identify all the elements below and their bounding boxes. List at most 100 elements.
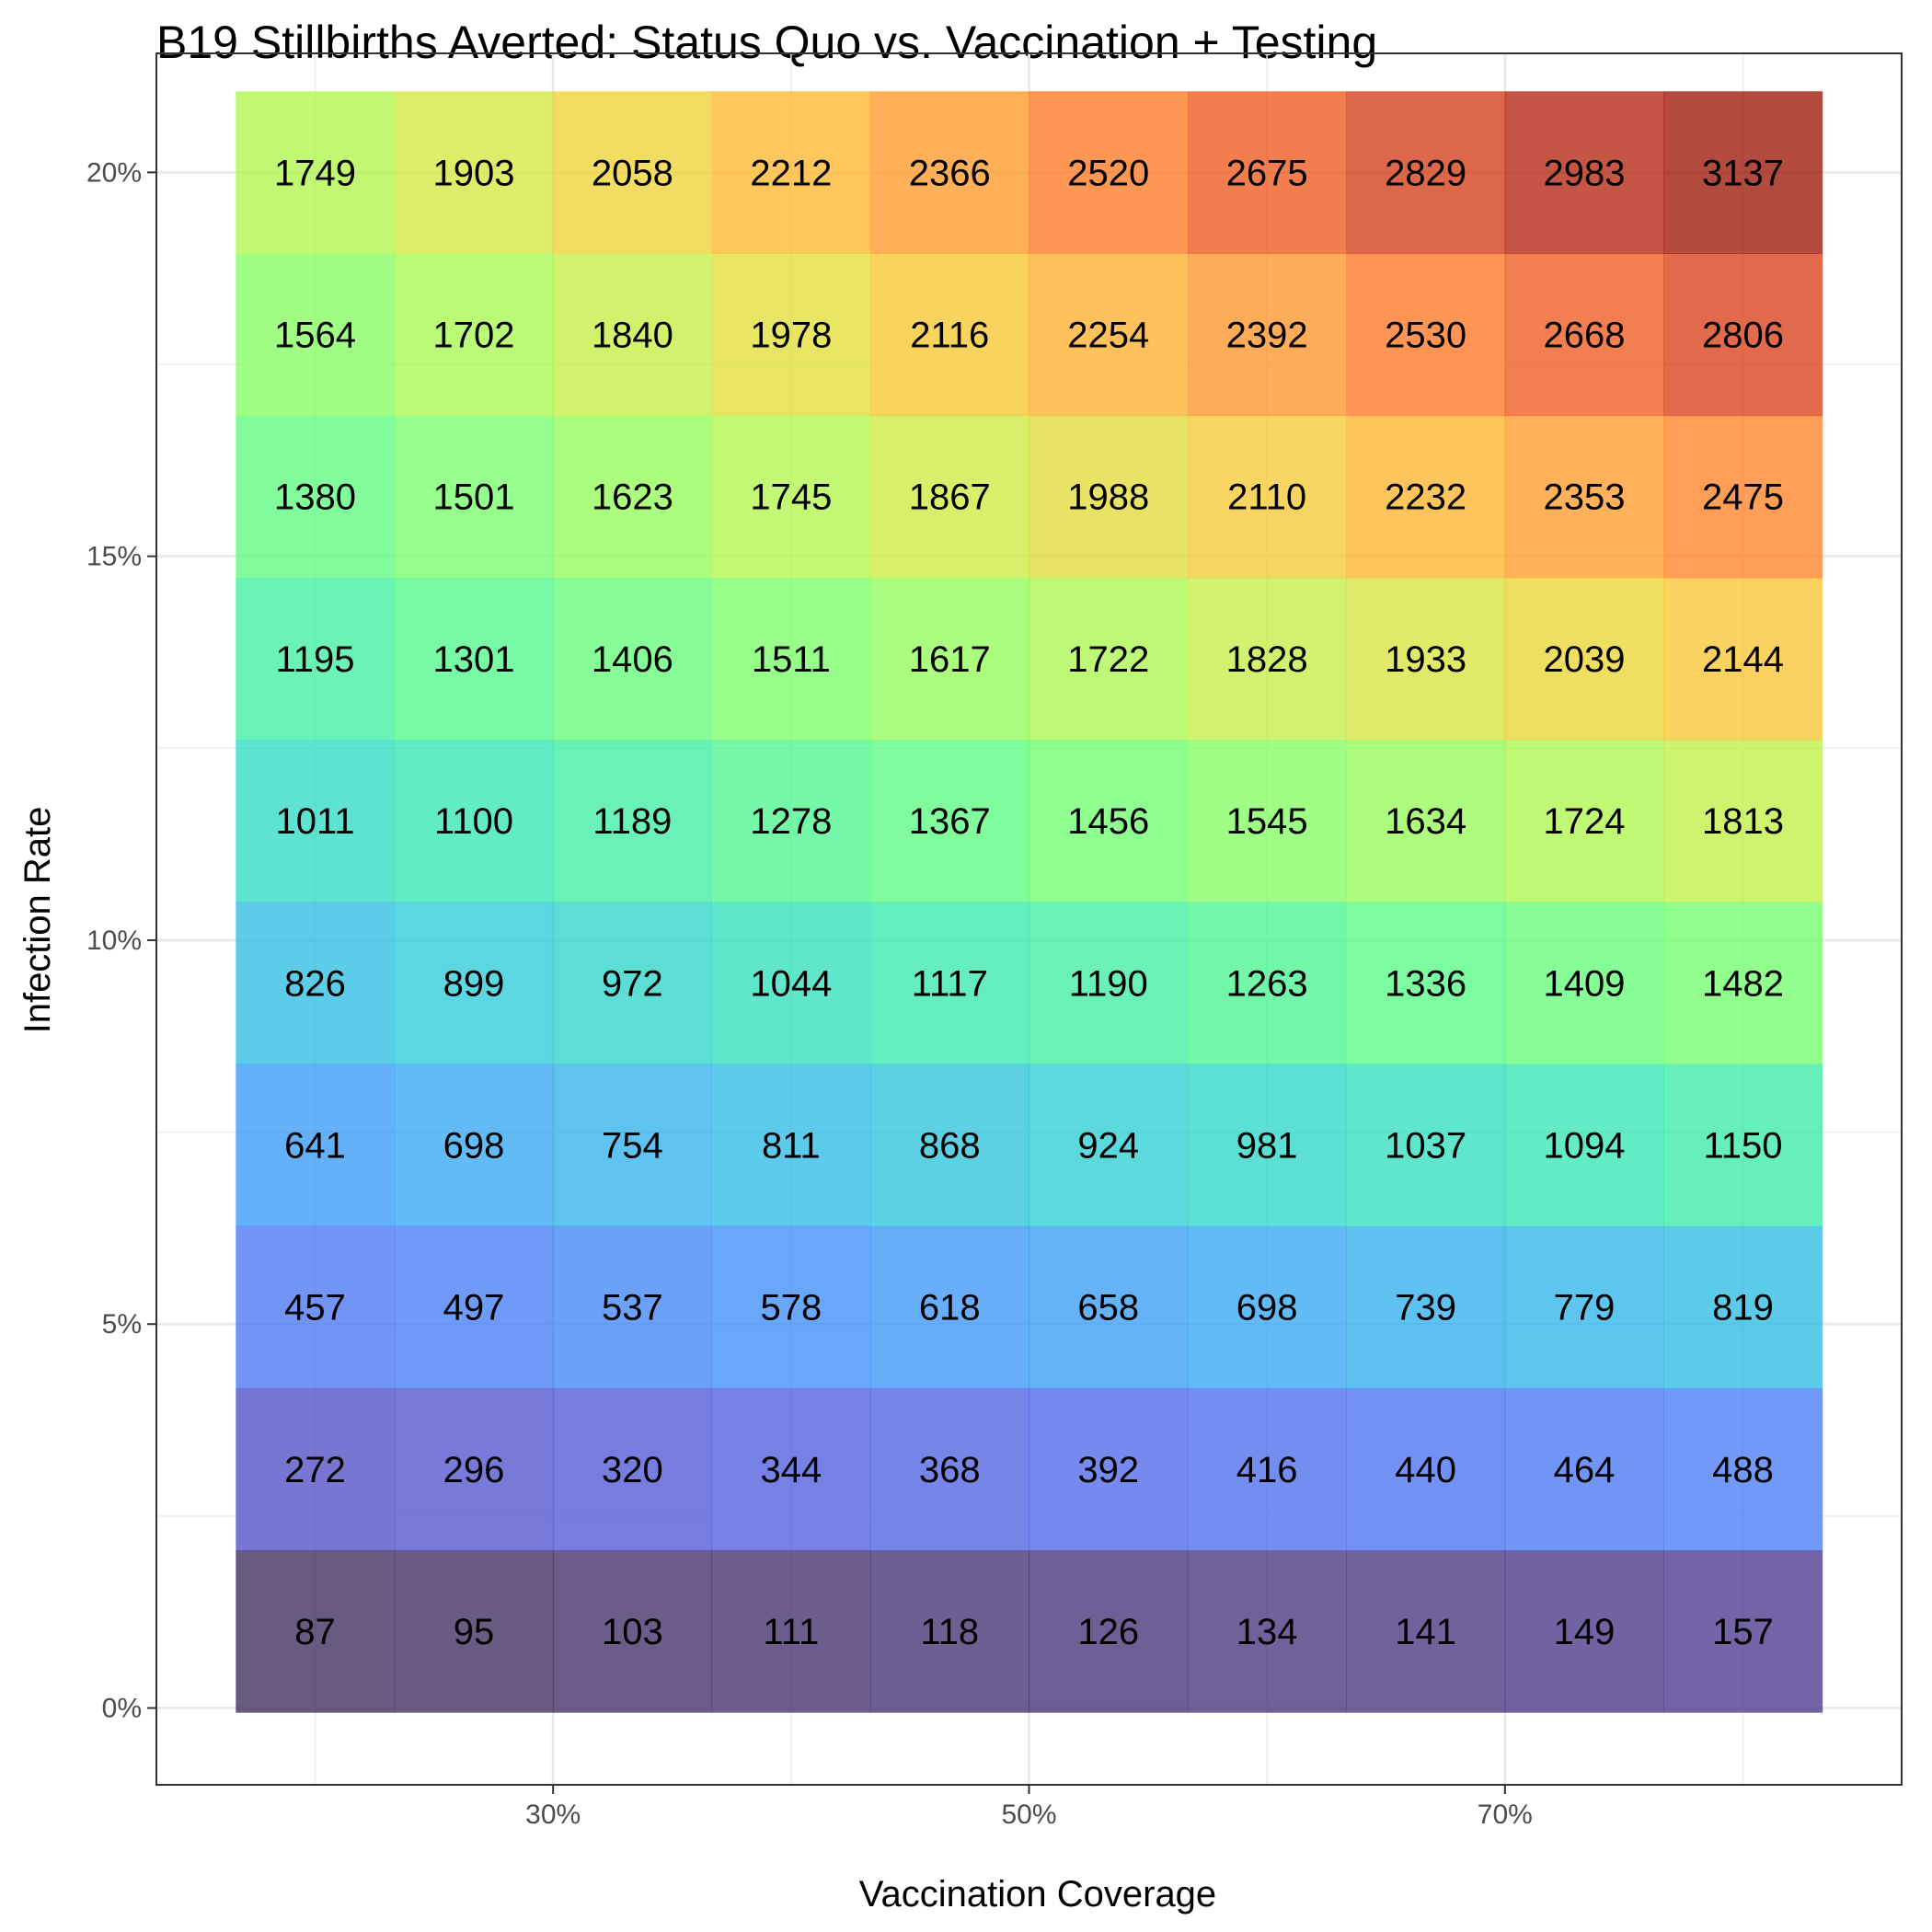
heatmap-cell	[394, 91, 554, 254]
heatmap-cell	[394, 739, 554, 903]
heatmap-cell	[870, 1387, 1030, 1551]
cell-value-label: 658	[1077, 1288, 1139, 1328]
cell-value-label: 1828	[1226, 639, 1308, 680]
heatmap-cell	[711, 1549, 871, 1713]
heatmap-cell	[870, 902, 1030, 1064]
heatmap-cell	[553, 91, 713, 254]
heatmap-cell	[553, 1225, 713, 1389]
heatmap-cell	[553, 415, 713, 579]
heatmap-cell	[870, 1225, 1030, 1389]
heatmap-cell	[1504, 1225, 1664, 1389]
heatmap-cell	[394, 1064, 554, 1227]
cell-value-label: 87	[294, 1612, 336, 1652]
cell-value-label: 344	[760, 1450, 822, 1490]
heatmap-cell	[1029, 415, 1189, 579]
cell-value-label: 1195	[276, 639, 355, 680]
heatmap-cell	[711, 1064, 871, 1227]
cell-value-label: 779	[1554, 1288, 1616, 1328]
heatmap-cell	[1663, 1225, 1823, 1389]
cell-value-label: 1367	[909, 801, 991, 842]
heatmap-cell	[1663, 1549, 1823, 1713]
heatmap-cell	[553, 577, 713, 741]
cell-value-label: 981	[1236, 1126, 1298, 1167]
y-tick-label: 20%	[86, 157, 142, 188]
heatmap-cell	[870, 91, 1030, 254]
heatmap-cell	[394, 1387, 554, 1551]
heatmap-cell	[1346, 91, 1506, 254]
cell-value-label: 2520	[1067, 153, 1149, 193]
cell-value-label: 1722	[1067, 639, 1149, 680]
chart-title: B19 Stillbirths Averted: Status Quo vs. …	[156, 17, 1377, 68]
heatmap-cell	[1504, 91, 1664, 254]
cell-value-label: 537	[602, 1288, 663, 1328]
heatmap-cell	[553, 739, 713, 903]
heatmap-cell	[1187, 1225, 1347, 1389]
heatmap-cell	[870, 415, 1030, 579]
heatmap-cell	[1504, 253, 1664, 417]
cell-value-label: 2475	[1702, 477, 1784, 518]
heatmap-cell	[394, 1549, 554, 1713]
heatmap-cell	[394, 577, 554, 741]
x-axis-title: Vaccination Coverage	[859, 1874, 1216, 1915]
y-tick-label: 15%	[86, 542, 142, 572]
cell-value-label: 1867	[909, 477, 991, 518]
heatmap-cell	[236, 902, 396, 1064]
heatmap-cell	[553, 253, 713, 417]
cell-value-label: 157	[1712, 1612, 1774, 1652]
heatmap-cell	[394, 902, 554, 1064]
cell-value-label: 826	[284, 963, 346, 1004]
y-axis: 0% 5% 10% 15% 20%	[86, 157, 156, 1724]
cell-value-label: 457	[284, 1288, 346, 1328]
heatmap-cell	[1187, 739, 1347, 903]
heatmap-cell	[711, 902, 871, 1064]
heatmap-cell	[1029, 739, 1189, 903]
cell-value-label: 1094	[1544, 1126, 1626, 1167]
heatmap-cell	[236, 253, 396, 417]
cell-value-label: 1100	[434, 801, 513, 842]
heatmap-cell	[1346, 415, 1506, 579]
heatmap-cell	[1187, 1064, 1347, 1227]
cell-value-label: 1745	[750, 477, 832, 518]
heatmap-cell	[1187, 415, 1347, 579]
cell-value-label: 698	[443, 1126, 505, 1167]
cell-value-label: 1011	[276, 801, 355, 842]
heatmap-cell	[711, 91, 871, 254]
cell-value-label: 2829	[1385, 153, 1466, 193]
heatmap-cell	[711, 415, 871, 579]
cell-value-label: 868	[919, 1126, 981, 1167]
heatmap-cell	[870, 1064, 1030, 1227]
cell-value-label: 2110	[1227, 477, 1306, 518]
cell-value-label: 368	[919, 1450, 981, 1490]
heatmap-cell	[1663, 253, 1823, 417]
cell-value-label: 819	[1712, 1288, 1774, 1328]
heatmap-cell	[1504, 415, 1664, 579]
cell-value-label: 488	[1712, 1450, 1774, 1490]
cell-value-label: 1456	[1067, 801, 1149, 842]
y-tick-label: 10%	[86, 926, 142, 956]
heatmap-cell	[711, 577, 871, 741]
cell-value-label: 618	[919, 1288, 981, 1328]
heatmap-cells	[236, 91, 1823, 1713]
heatmap-cell	[870, 1549, 1030, 1713]
cell-value-label: 497	[443, 1288, 505, 1328]
heatmap-cell	[236, 1225, 396, 1389]
cell-value-label: 2058	[592, 153, 673, 193]
heatmap-cell	[711, 739, 871, 903]
cell-value-label: 2116	[910, 316, 989, 356]
cell-value-label: 2392	[1226, 316, 1308, 356]
heatmap-cell	[1029, 1549, 1189, 1713]
heatmap-cell	[1663, 902, 1823, 1064]
heatmap-cell	[236, 415, 396, 579]
heatmap-cell	[711, 1387, 871, 1551]
heatmap-cell	[870, 253, 1030, 417]
cell-value-label: 118	[920, 1612, 979, 1652]
cell-value-label: 2232	[1385, 477, 1466, 518]
heatmap-cell	[870, 577, 1030, 741]
heatmap-cell	[1346, 739, 1506, 903]
cell-value-label: 126	[1077, 1612, 1139, 1652]
cell-value-label: 1634	[1385, 801, 1466, 842]
heatmap-cell	[1504, 739, 1664, 903]
cell-value-label: 440	[1395, 1450, 1456, 1490]
heatmap-cell	[1029, 577, 1189, 741]
